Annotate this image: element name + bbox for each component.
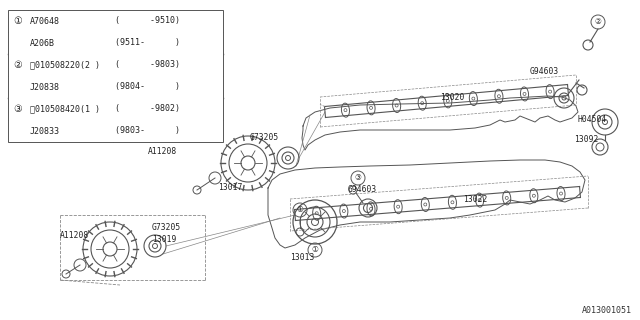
Text: (9804-      ): (9804- ) [115, 83, 180, 92]
Text: (9803-      ): (9803- ) [115, 126, 180, 135]
Text: 13019: 13019 [152, 236, 177, 244]
Text: (9511-      ): (9511- ) [115, 38, 180, 47]
Text: 13092: 13092 [574, 135, 598, 145]
Text: ③: ③ [13, 104, 22, 114]
Text: H04504: H04504 [578, 116, 607, 124]
Text: A11208: A11208 [60, 231, 89, 241]
Bar [8, 10, 223, 142]
Text: A70648: A70648 [30, 17, 60, 26]
Text: J20838: J20838 [30, 83, 60, 92]
Text: 13020: 13020 [440, 92, 465, 101]
Text: 13013: 13013 [290, 253, 314, 262]
Text: 13017: 13017 [218, 183, 243, 193]
Text: A013001051: A013001051 [582, 306, 632, 315]
Text: ②: ② [13, 60, 22, 70]
Text: ③: ③ [355, 173, 362, 182]
Text: J20833: J20833 [30, 126, 60, 135]
Text: G73205: G73205 [250, 133, 279, 142]
Text: ⓑ010508420(1 ): ⓑ010508420(1 ) [30, 105, 100, 114]
Text: G94603: G94603 [348, 186, 377, 195]
Text: A11208: A11208 [148, 148, 177, 156]
Text: ①: ① [13, 16, 22, 26]
Text: ⓑ010508220(2 ): ⓑ010508220(2 ) [30, 60, 100, 69]
Text: ①: ① [296, 205, 303, 214]
Text: G73205: G73205 [152, 223, 181, 233]
Text: A206B: A206B [30, 38, 55, 47]
Text: 13022: 13022 [463, 196, 488, 204]
Text: G94603: G94603 [530, 68, 559, 76]
Text: (      -9803): ( -9803) [115, 60, 180, 69]
Text: ②: ② [595, 18, 602, 27]
Text: (      -9802): ( -9802) [115, 105, 180, 114]
Text: (      -9510): ( -9510) [115, 17, 180, 26]
Text: ①: ① [312, 245, 319, 254]
